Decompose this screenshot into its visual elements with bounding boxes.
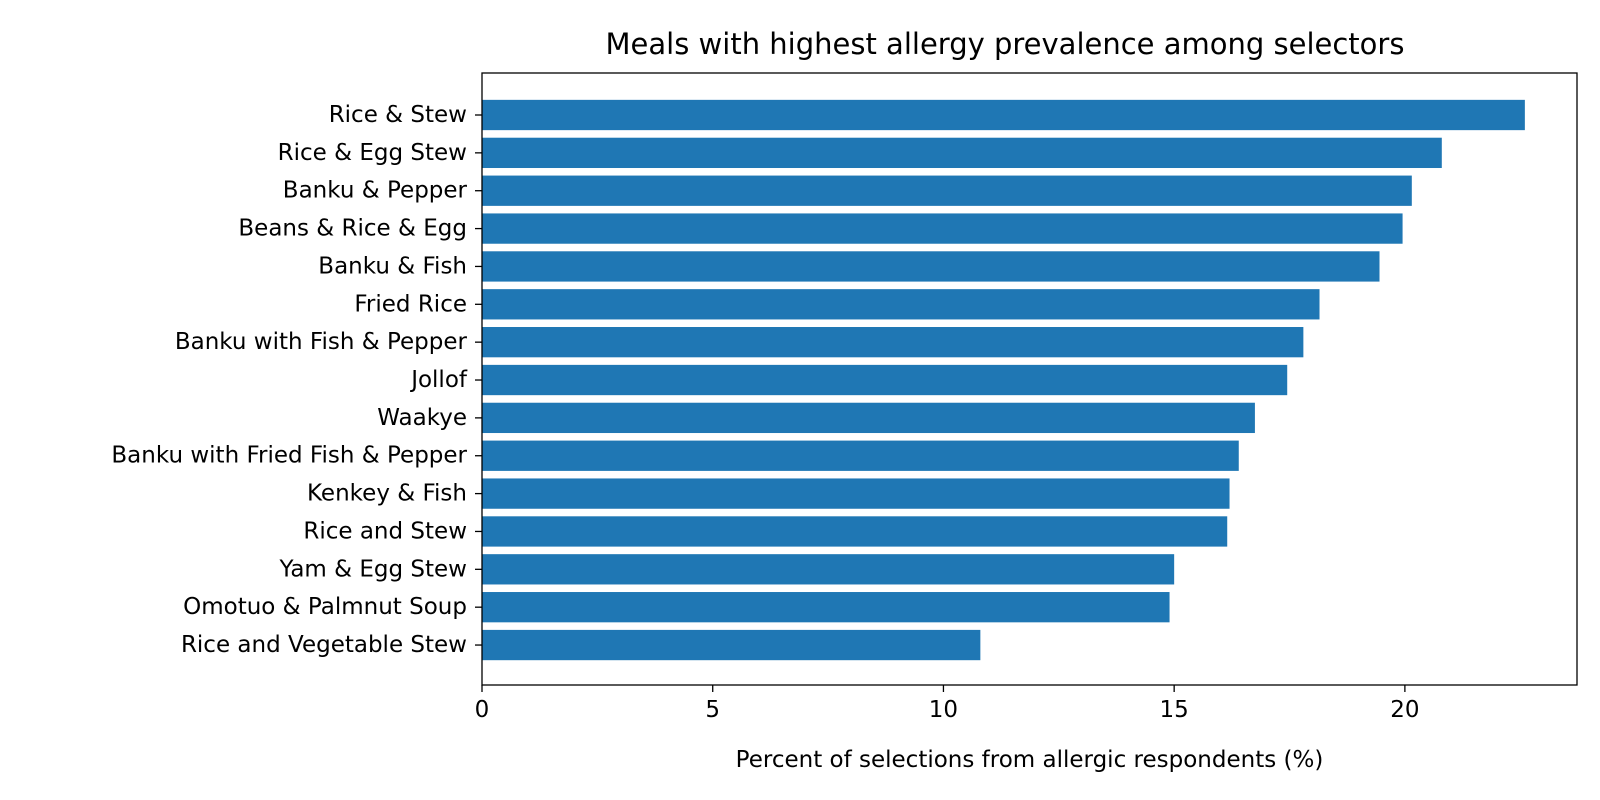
bar (482, 364, 1288, 396)
bar (482, 592, 1170, 623)
y-tick-label: Beans & Rice & Egg (238, 216, 467, 242)
plot-frame (481, 72, 1578, 686)
x-axis-label: Percent of selections from allergic resp… (736, 747, 1324, 773)
y-tick-label: Rice & Stew (329, 102, 467, 128)
x-tick-label: 10 (929, 697, 958, 723)
y-tick-label: Kenkey & Fish (307, 481, 467, 507)
bar (482, 99, 1525, 131)
y-tick-label: Banku & Pepper (283, 178, 468, 204)
y-tick-label: Rice and Vegetable Stew (181, 632, 467, 658)
bar (482, 629, 981, 661)
y-tick-label: Yam & Egg Stew (278, 556, 467, 582)
bar (482, 251, 1380, 282)
y-axis: Rice & Stew Rice & Egg Stew Banku & Pepper… (111, 102, 482, 658)
chart-title: Meals with highest allergy prevalence am… (606, 27, 1405, 61)
y-tick-label: Waakye (377, 405, 467, 431)
x-tick-label: 5 (705, 697, 720, 723)
y-tick-label: Rice & Egg Stew (278, 140, 467, 166)
x-tick-label: 20 (1390, 697, 1419, 723)
bar (482, 213, 1403, 244)
bar (482, 402, 1255, 434)
y-tick-label: Rice and Stew (303, 518, 467, 544)
bar (482, 554, 1175, 585)
x-axis: 0 5 10 15 20 (475, 685, 1420, 723)
y-tick-label: Banku with Fried Fish & Pepper (111, 443, 467, 469)
bars-group (482, 99, 1525, 661)
y-tick-label: Fried Rice (354, 291, 467, 317)
y-tick-label: Banku & Fish (318, 253, 467, 279)
x-tick-label: 15 (1160, 697, 1189, 723)
x-tick-label: 0 (475, 697, 490, 723)
bar (482, 327, 1304, 358)
y-tick-label: Jollof (409, 367, 468, 393)
bar (482, 289, 1320, 320)
y-tick-label: Omotuo & Palmnut Soup (183, 594, 467, 620)
bar (482, 175, 1412, 206)
bar (482, 137, 1442, 169)
bar (482, 440, 1239, 471)
bar (482, 478, 1230, 509)
y-tick-label: Banku with Fish & Pepper (175, 329, 468, 355)
bar (482, 516, 1228, 547)
